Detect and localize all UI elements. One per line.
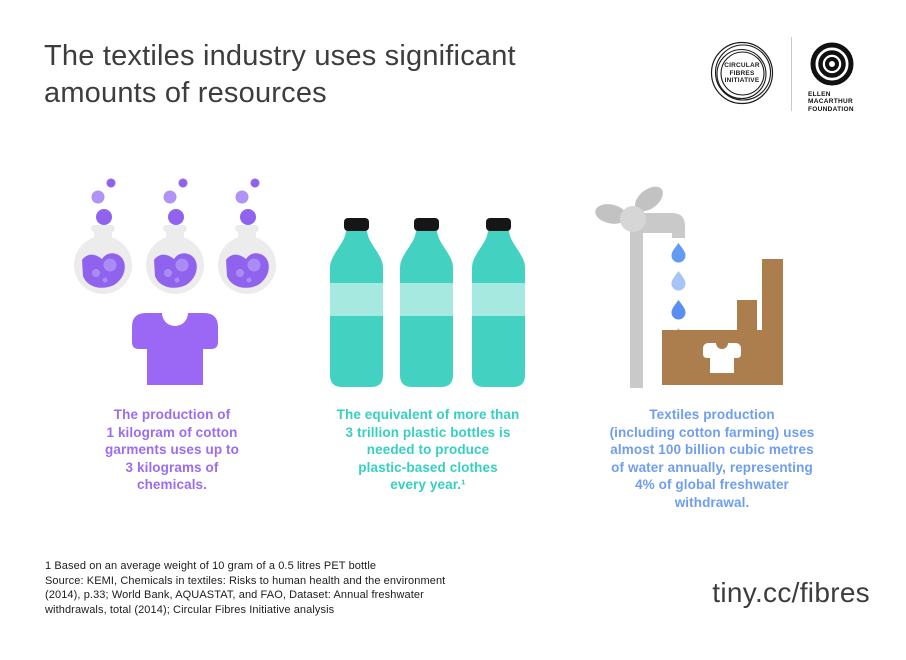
page-title: The textiles industry uses significant a… [44, 40, 516, 109]
source-footnote: 1 Based on an average weight of 10 gram … [45, 560, 446, 616]
tiny-cc-url: tiny.cc/fibres [712, 577, 870, 608]
plastic-bottles-icon [330, 218, 525, 387]
ellen-macarthur-logo-label: ELLEN MACARTHUR FOUNDATION [808, 91, 854, 113]
caption-water: Textiles production (including cotton fa… [609, 407, 815, 510]
caption-plastic-bottles: The equivalent of more than 3 trillion p… [336, 407, 520, 492]
circular-fibres-spiral-icon [710, 41, 774, 105]
circular-fibres-initiative-logo: CIRCULAR FIBRES INITIATIVE [709, 41, 775, 107]
logo-divider [791, 37, 792, 111]
flasks-and-tshirt-icon [74, 178, 276, 385]
tap-and-factory-icon [595, 186, 783, 388]
circular-fibres-logo-label: CIRCULAR FIBRES INITIATIVE [724, 62, 760, 84]
ellen-macarthur-foundation-logo: ELLEN MACARTHUR FOUNDATION [806, 40, 862, 113]
caption-chemicals: The production of 1 kilogram of cotton g… [105, 407, 239, 492]
ellen-macarthur-rings-icon [810, 42, 854, 86]
